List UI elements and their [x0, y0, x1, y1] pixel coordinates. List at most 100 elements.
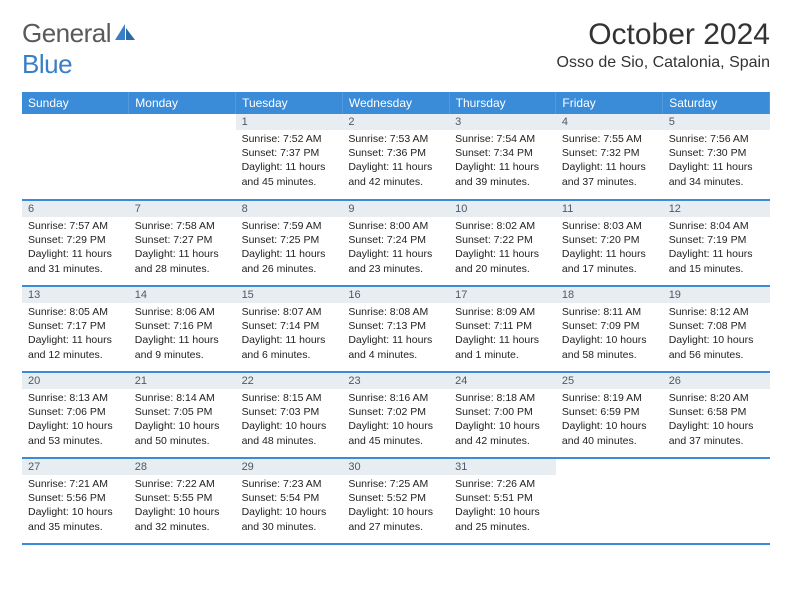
calendar-day-cell: 12Sunrise: 8:04 AMSunset: 7:19 PMDayligh… [663, 200, 770, 286]
calendar-day-cell: 19Sunrise: 8:12 AMSunset: 7:08 PMDayligh… [663, 286, 770, 372]
sunrise-line: Sunrise: 8:00 AM [348, 219, 443, 233]
weekday-header: Thursday [449, 92, 556, 114]
daylight-line: Daylight: 11 hours and 20 minutes. [455, 247, 550, 275]
calendar-header-row: SundayMondayTuesdayWednesdayThursdayFrid… [22, 92, 770, 114]
day-number: 17 [449, 287, 556, 303]
sunset-line: Sunset: 7:16 PM [135, 319, 230, 333]
day-number: 27 [22, 459, 129, 475]
day-details: Sunrise: 8:08 AMSunset: 7:13 PMDaylight:… [342, 303, 449, 366]
day-number: 25 [556, 373, 663, 389]
sunrise-line: Sunrise: 8:11 AM [562, 305, 657, 319]
calendar-day-cell: 8Sunrise: 7:59 AMSunset: 7:25 PMDaylight… [236, 200, 343, 286]
daylight-line: Daylight: 11 hours and 26 minutes. [242, 247, 337, 275]
daylight-line: Daylight: 10 hours and 35 minutes. [28, 505, 123, 533]
calendar-empty-cell [663, 458, 770, 544]
day-details: Sunrise: 7:55 AMSunset: 7:32 PMDaylight:… [556, 130, 663, 193]
sunrise-line: Sunrise: 8:20 AM [669, 391, 764, 405]
day-number: 8 [236, 201, 343, 217]
location: Osso de Sio, Catalonia, Spain [557, 54, 770, 72]
day-details: Sunrise: 7:52 AMSunset: 7:37 PMDaylight:… [236, 130, 343, 193]
calendar-week-row: 27Sunrise: 7:21 AMSunset: 5:56 PMDayligh… [22, 458, 770, 544]
daylight-line: Daylight: 10 hours and 58 minutes. [562, 333, 657, 361]
sunset-line: Sunset: 7:00 PM [455, 405, 550, 419]
sunrise-line: Sunrise: 8:14 AM [135, 391, 230, 405]
sunset-line: Sunset: 5:54 PM [242, 491, 337, 505]
day-details: Sunrise: 8:04 AMSunset: 7:19 PMDaylight:… [663, 217, 770, 280]
day-details: Sunrise: 8:02 AMSunset: 7:22 PMDaylight:… [449, 217, 556, 280]
sunrise-line: Sunrise: 8:08 AM [348, 305, 443, 319]
day-details: Sunrise: 8:13 AMSunset: 7:06 PMDaylight:… [22, 389, 129, 452]
daylight-line: Daylight: 10 hours and 48 minutes. [242, 419, 337, 447]
sunset-line: Sunset: 7:22 PM [455, 233, 550, 247]
sunrise-line: Sunrise: 7:23 AM [242, 477, 337, 491]
calendar-day-cell: 15Sunrise: 8:07 AMSunset: 7:14 PMDayligh… [236, 286, 343, 372]
logo-text-blue: Blue [22, 49, 72, 79]
sunrise-line: Sunrise: 7:21 AM [28, 477, 123, 491]
sunrise-line: Sunrise: 8:13 AM [28, 391, 123, 405]
calendar-day-cell: 28Sunrise: 7:22 AMSunset: 5:55 PMDayligh… [129, 458, 236, 544]
title-block: October 2024 Osso de Sio, Catalonia, Spa… [557, 18, 770, 72]
daylight-line: Daylight: 10 hours and 56 minutes. [669, 333, 764, 361]
sunrise-line: Sunrise: 8:04 AM [669, 219, 764, 233]
calendar-day-cell: 20Sunrise: 8:13 AMSunset: 7:06 PMDayligh… [22, 372, 129, 458]
day-details: Sunrise: 8:07 AMSunset: 7:14 PMDaylight:… [236, 303, 343, 366]
daylight-line: Daylight: 10 hours and 30 minutes. [242, 505, 337, 533]
day-details: Sunrise: 8:03 AMSunset: 7:20 PMDaylight:… [556, 217, 663, 280]
calendar-day-cell: 25Sunrise: 8:19 AMSunset: 6:59 PMDayligh… [556, 372, 663, 458]
day-details: Sunrise: 7:22 AMSunset: 5:55 PMDaylight:… [129, 475, 236, 538]
day-details: Sunrise: 7:54 AMSunset: 7:34 PMDaylight:… [449, 130, 556, 193]
day-number: 5 [663, 114, 770, 130]
sunset-line: Sunset: 7:17 PM [28, 319, 123, 333]
sunrise-line: Sunrise: 7:52 AM [242, 132, 337, 146]
day-details: Sunrise: 8:15 AMSunset: 7:03 PMDaylight:… [236, 389, 343, 452]
calendar-day-cell: 16Sunrise: 8:08 AMSunset: 7:13 PMDayligh… [342, 286, 449, 372]
sunset-line: Sunset: 7:19 PM [669, 233, 764, 247]
sunrise-line: Sunrise: 7:59 AM [242, 219, 337, 233]
calendar-day-cell: 17Sunrise: 8:09 AMSunset: 7:11 PMDayligh… [449, 286, 556, 372]
daylight-line: Daylight: 11 hours and 39 minutes. [455, 160, 550, 188]
day-number: 22 [236, 373, 343, 389]
daylight-line: Daylight: 10 hours and 32 minutes. [135, 505, 230, 533]
day-details: Sunrise: 7:59 AMSunset: 7:25 PMDaylight:… [236, 217, 343, 280]
weekday-header: Monday [129, 92, 236, 114]
calendar-day-cell: 18Sunrise: 8:11 AMSunset: 7:09 PMDayligh… [556, 286, 663, 372]
sunrise-line: Sunrise: 8:06 AM [135, 305, 230, 319]
sunset-line: Sunset: 7:06 PM [28, 405, 123, 419]
sunset-line: Sunset: 7:32 PM [562, 146, 657, 160]
logo-sail-icon [113, 22, 137, 42]
sunset-line: Sunset: 7:02 PM [348, 405, 443, 419]
day-number: 14 [129, 287, 236, 303]
calendar-day-cell: 29Sunrise: 7:23 AMSunset: 5:54 PMDayligh… [236, 458, 343, 544]
month-title: October 2024 [557, 18, 770, 52]
sunset-line: Sunset: 6:58 PM [669, 405, 764, 419]
day-number: 20 [22, 373, 129, 389]
sunset-line: Sunset: 7:11 PM [455, 319, 550, 333]
calendar-week-row: 13Sunrise: 8:05 AMSunset: 7:17 PMDayligh… [22, 286, 770, 372]
sunset-line: Sunset: 5:56 PM [28, 491, 123, 505]
weekday-header: Saturday [663, 92, 770, 114]
day-details: Sunrise: 7:57 AMSunset: 7:29 PMDaylight:… [22, 217, 129, 280]
calendar-body: 1Sunrise: 7:52 AMSunset: 7:37 PMDaylight… [22, 114, 770, 544]
sunset-line: Sunset: 7:30 PM [669, 146, 764, 160]
daylight-line: Daylight: 11 hours and 4 minutes. [348, 333, 443, 361]
sunset-line: Sunset: 7:37 PM [242, 146, 337, 160]
sunrise-line: Sunrise: 7:25 AM [348, 477, 443, 491]
sunrise-line: Sunrise: 8:07 AM [242, 305, 337, 319]
day-details: Sunrise: 8:19 AMSunset: 6:59 PMDaylight:… [556, 389, 663, 452]
calendar-empty-cell [556, 458, 663, 544]
calendar-day-cell: 6Sunrise: 7:57 AMSunset: 7:29 PMDaylight… [22, 200, 129, 286]
day-details: Sunrise: 8:16 AMSunset: 7:02 PMDaylight:… [342, 389, 449, 452]
sunset-line: Sunset: 7:03 PM [242, 405, 337, 419]
calendar-day-cell: 10Sunrise: 8:02 AMSunset: 7:22 PMDayligh… [449, 200, 556, 286]
day-number: 18 [556, 287, 663, 303]
day-number: 13 [22, 287, 129, 303]
calendar-day-cell: 30Sunrise: 7:25 AMSunset: 5:52 PMDayligh… [342, 458, 449, 544]
calendar-empty-cell [22, 114, 129, 200]
day-details: Sunrise: 7:26 AMSunset: 5:51 PMDaylight:… [449, 475, 556, 538]
calendar-day-cell: 3Sunrise: 7:54 AMSunset: 7:34 PMDaylight… [449, 114, 556, 200]
sunrise-line: Sunrise: 7:26 AM [455, 477, 550, 491]
daylight-line: Daylight: 10 hours and 37 minutes. [669, 419, 764, 447]
day-details: Sunrise: 7:58 AMSunset: 7:27 PMDaylight:… [129, 217, 236, 280]
sunset-line: Sunset: 7:20 PM [562, 233, 657, 247]
day-number: 10 [449, 201, 556, 217]
